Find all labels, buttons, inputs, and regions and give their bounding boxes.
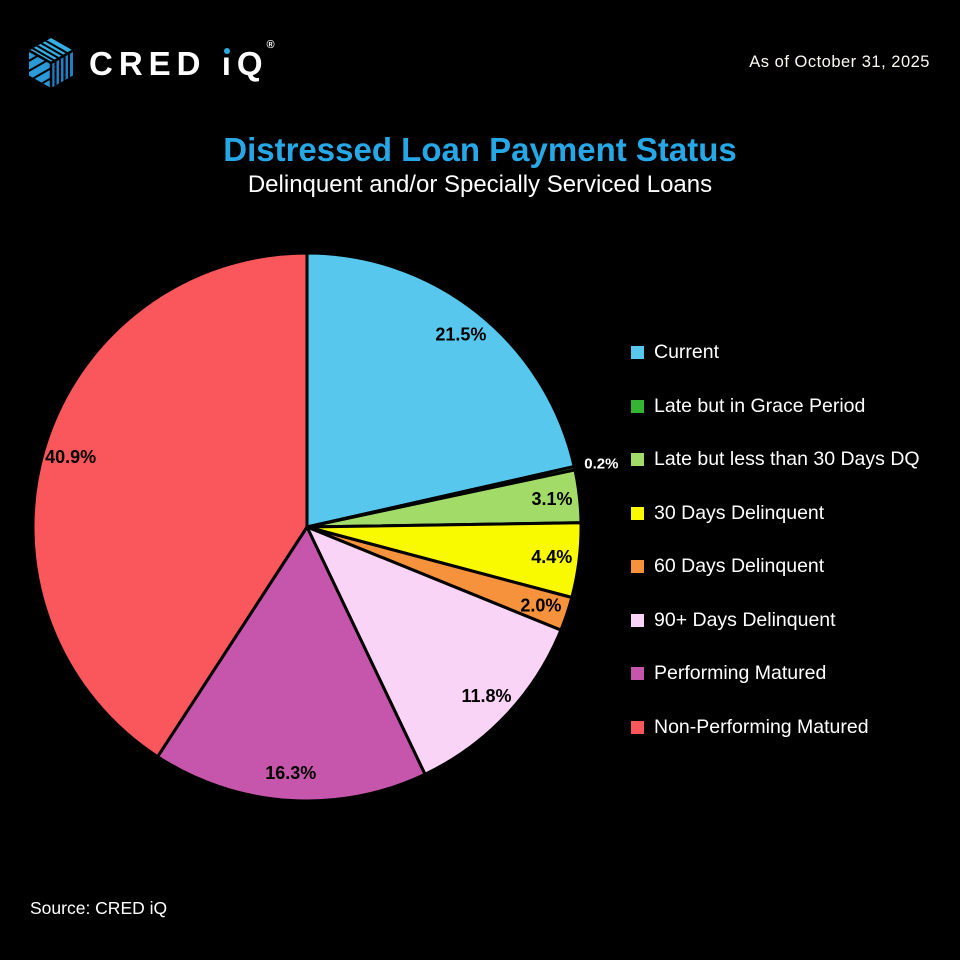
pie-slice-non-performing-matured — [31, 251, 309, 759]
legend-label: Performing Matured — [654, 662, 827, 684]
logo-word-cred: CRED — [89, 45, 222, 82]
legend-item-90-days-delinquent: 90+ Days Delinquent — [631, 606, 920, 635]
legend-swatch — [631, 720, 644, 734]
pie-slice-90-days-delinquent — [303, 524, 563, 777]
legend-label: Late but less than 30 Days DQ — [654, 448, 920, 470]
registered-mark-icon: ® — [266, 39, 275, 51]
legend-swatch — [631, 453, 644, 466]
source-note: Source: CRED iQ — [30, 898, 168, 918]
legend-item-non-performing-matured: Non-Performing Matured — [631, 713, 920, 742]
legend-label: 30 Days Delinquent — [654, 501, 825, 524]
legend-swatch — [631, 346, 644, 359]
legend-item-late-but-less-than-30-days-dq: Late but less than 30 Days DQ — [631, 445, 920, 474]
legend: Current Late but in Grace Period Late but … — [631, 338, 920, 766]
legend-item-30-days-delinquent: 30 Days Delinquent — [631, 499, 920, 528]
pie-value-label-60-days-delinquent: 2.0% — [520, 595, 561, 615]
pie-value-label-late-but-in-grace-period: 0.2% — [584, 455, 618, 472]
as-of-date: As of October 31, 2025 — [749, 53, 930, 71]
legend-swatch — [631, 667, 644, 680]
pie-value-label-non-performing-matured: 40.9% — [45, 447, 96, 467]
pie-value-label-30-days-delinquent: 4.4% — [531, 547, 572, 567]
pie-value-label-90-days-delinquent: 11.8% — [461, 686, 511, 706]
legend-item-60-days-delinquent: 60 Days Delinquent — [631, 552, 920, 581]
legend-item-late-but-in-grace-period: Late but in Grace Period — [631, 392, 920, 421]
pie-value-label-performing-matured: 16.3% — [265, 763, 316, 783]
legend-label: 90+ Days Delinquent — [654, 608, 836, 631]
page-title: Distressed Loan Payment Status — [223, 131, 737, 168]
logo-i-dot — [223, 48, 230, 54]
pie-value-label-late-but-less-than-30-days-dq: 3.1% — [531, 489, 572, 509]
cred-iq-logo: CRED ı Q® — [26, 36, 277, 92]
legend-swatch — [631, 506, 644, 520]
legend-item-current: Current — [631, 338, 920, 367]
legend-swatch — [631, 560, 644, 573]
pie-slice-current — [305, 251, 576, 529]
pie-chart: 21.5% 0.2% 3.1% 4.4% 2.0% 11.8% 16.3% 40.9% — [31, 251, 619, 803]
page-subtitle: Delinquent and/or Specially Serviced Loa… — [247, 171, 713, 198]
legend-item-performing-matured: Performing Matured — [631, 659, 920, 688]
cred-iq-cube-icon — [28, 38, 74, 88]
legend-swatch — [631, 399, 644, 413]
logo-text: CRED ı Q® — [89, 39, 277, 83]
legend-label: 60 Days Delinquent — [654, 555, 825, 577]
pie-slice-performing-matured — [155, 523, 428, 803]
logo-letter-i: ı — [221, 45, 237, 82]
pie-value-label-current: 21.5% — [435, 324, 486, 344]
logo-letter-q: Q — [236, 45, 269, 82]
legend-label: Non-Performing Matured — [654, 715, 869, 738]
legend-label: Late but in Grace Period — [654, 394, 866, 417]
legend-label: Current — [654, 341, 720, 363]
legend-swatch — [631, 613, 644, 627]
